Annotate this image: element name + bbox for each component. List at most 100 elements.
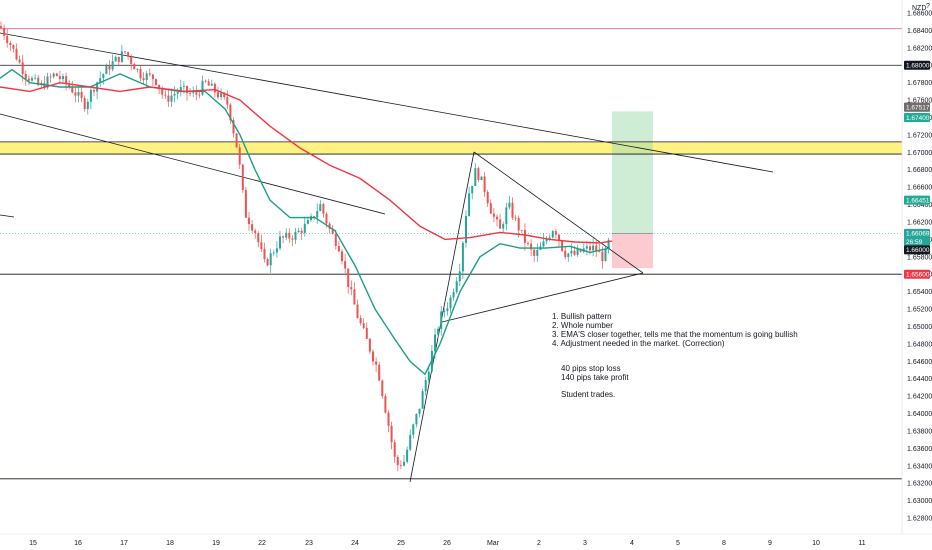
axis-settings-icon[interactable]: ?: [926, 3, 930, 10]
candle-body: [576, 248, 579, 255]
candle-body: [226, 97, 229, 105]
stop-loss-zone[interactable]: [612, 233, 653, 269]
candle-body: [31, 78, 33, 81]
date-tick-label: 23: [305, 540, 313, 547]
annotation-notes: 1. Bullish pattern 2. Whole number 3. EM…: [552, 312, 798, 399]
ema-slow-line[interactable]: [0, 81, 613, 244]
candle-body: [167, 95, 170, 102]
note-line-3: 3. EMA'S closer together, tells me that …: [552, 330, 798, 339]
candle-body: [306, 219, 309, 224]
candle-body: [468, 193, 471, 216]
price-tick-label: 1.63600: [907, 446, 932, 453]
candle-body: [62, 76, 64, 80]
date-tick-label: 10: [812, 540, 820, 547]
candle-body: [58, 76, 61, 80]
candle-body: [573, 250, 576, 255]
candle-body: [548, 237, 551, 240]
price-tick-label: 1.63200: [907, 481, 932, 488]
candle-body: [372, 351, 374, 362]
candle-body: [37, 77, 40, 85]
candle-body: [201, 80, 204, 95]
price-axis[interactable]: NZD ?: [901, 0, 932, 534]
candle-body: [443, 311, 446, 312]
candle-body: [517, 217, 520, 231]
candle-body: [186, 86, 188, 94]
price-badge-label: 1.67400: [906, 115, 930, 122]
price-tick-label: 1.66600: [907, 185, 932, 192]
candle-body: [18, 59, 21, 63]
candle-body: [102, 74, 105, 79]
price-tick-label: 1.65000: [907, 324, 932, 331]
candle-body: [589, 246, 591, 251]
price-tick-label: 1.63400: [907, 463, 932, 470]
candle-body: [316, 211, 319, 218]
candle-body: [511, 202, 514, 218]
candle-body: [52, 73, 55, 77]
candle-body: [195, 92, 198, 95]
triangle-lower-side[interactable]: [441, 272, 644, 323]
candle-body: [241, 164, 244, 190]
price-tick-label: 1.68400: [907, 28, 932, 35]
triangle-upper-side[interactable]: [473, 151, 644, 274]
candle-body: [440, 311, 443, 329]
descending-trendline-lower[interactable]: [0, 113, 386, 215]
candle-body: [179, 86, 182, 93]
candle-body: [601, 251, 604, 262]
candle-body: [530, 243, 533, 250]
candle-body: [223, 93, 226, 98]
candle-body: [244, 189, 247, 218]
candle-body: [585, 246, 588, 249]
candle-body: [300, 230, 303, 233]
candle-body: [291, 238, 294, 240]
candle-body: [337, 245, 340, 252]
candle-body: [83, 97, 86, 110]
date-tick-label: 4: [630, 540, 634, 547]
price-badge-label: 1.68000: [906, 63, 930, 70]
candle-body: [415, 413, 418, 425]
candle-body: [117, 56, 120, 62]
candle-body: [437, 328, 440, 335]
date-tick-label: 3: [583, 540, 587, 547]
candle-body: [502, 224, 505, 229]
candle-body: [455, 281, 458, 293]
candle-body: [350, 287, 353, 290]
candle-body: [145, 73, 148, 81]
candle-body: [341, 251, 343, 262]
candle-body: [161, 89, 164, 95]
candle-body: [471, 185, 474, 194]
price-badge: [904, 237, 930, 247]
ema-fast-line[interactable]: [0, 68, 611, 376]
price-badge: [904, 195, 930, 205]
candle-body: [480, 176, 483, 180]
date-tick-label: 15: [29, 540, 37, 547]
candle-body: [365, 327, 368, 339]
candle-body: [359, 317, 362, 324]
candle-body: [9, 43, 12, 46]
price-tick-label: 1.63000: [907, 498, 932, 505]
price-tick-label: 1.64800: [907, 341, 932, 348]
candle-body: [204, 80, 207, 82]
candle-body: [477, 168, 480, 180]
candle-body: [319, 204, 322, 212]
candle-body: [378, 364, 381, 381]
candle-body: [55, 73, 58, 77]
candle-body: [254, 230, 257, 233]
candle-body: [449, 297, 452, 309]
price-badge-label: 1.66451: [906, 197, 930, 204]
candle-body: [288, 232, 291, 239]
note-student-trades: Student trades.: [561, 390, 615, 399]
take-profit-zone[interactable]: [612, 111, 653, 234]
candle-body: [322, 204, 325, 214]
supply-zone-highlight[interactable]: [0, 141, 902, 155]
candle-body: [105, 65, 108, 75]
price-badge: [904, 269, 930, 279]
price-tick-label: 1.64600: [907, 359, 932, 366]
price-tick-label: 1.65400: [907, 289, 932, 296]
candle-body: [325, 213, 328, 224]
candle-body: [12, 45, 15, 49]
candle-body: [279, 236, 281, 249]
time-axis[interactable]: 15 16 17 18 19 22 23 24 25 26 Mar 2 3 4 5 8 9 10 11: [0, 533, 932, 547]
candle-body: [263, 248, 266, 260]
candle-body: [598, 251, 601, 253]
